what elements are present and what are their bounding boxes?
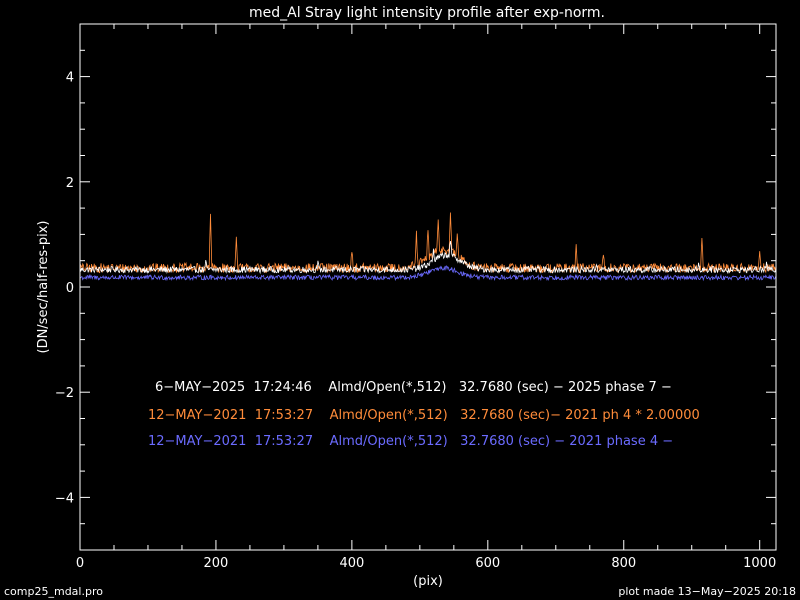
y-tick-label: 0 [66, 281, 74, 296]
legend-entry: 12−MAY−2021 17:53:27 Almd/Open(*,512) 32… [148, 408, 700, 423]
x-tick-label: 800 [611, 556, 636, 571]
x-tick-label: 200 [204, 556, 229, 571]
x-tick-label: 1000 [743, 556, 776, 571]
x-axis-label: (pix) [413, 574, 443, 589]
footer-left: comp25_mdal.pro [4, 585, 103, 598]
y-axis-label: (DN/sec/half-res-pix) [36, 220, 51, 353]
series-line [79, 240, 777, 275]
x-tick-label: 600 [475, 556, 500, 571]
legend: 6−MAY−2025 17:24:46 Almd/Open(*,512) 32.… [148, 380, 700, 449]
chart-title: med_Al Stray light intensity profile aft… [249, 5, 605, 21]
series-line [79, 265, 777, 282]
x-tick-label: 0 [76, 556, 84, 571]
footer-right: plot made 13−May−2025 20:18 [618, 585, 796, 598]
x-tick-label: 400 [339, 556, 364, 571]
y-tick-label: 2 [66, 176, 74, 191]
y-tick-label: −4 [55, 491, 74, 506]
legend-entry: 6−MAY−2025 17:24:46 Almd/Open(*,512) 32.… [155, 380, 672, 395]
ticks-layer: 0 200 400 600 800 1000 −4 −2 0 2 4 [55, 23, 776, 571]
y-tick-label: 4 [66, 71, 74, 86]
legend-entry: 12−MAY−2021 17:53:27 Almd/Open(*,512) 32… [148, 434, 673, 449]
series-layer [79, 212, 777, 282]
y-tick-label: −2 [55, 386, 74, 401]
